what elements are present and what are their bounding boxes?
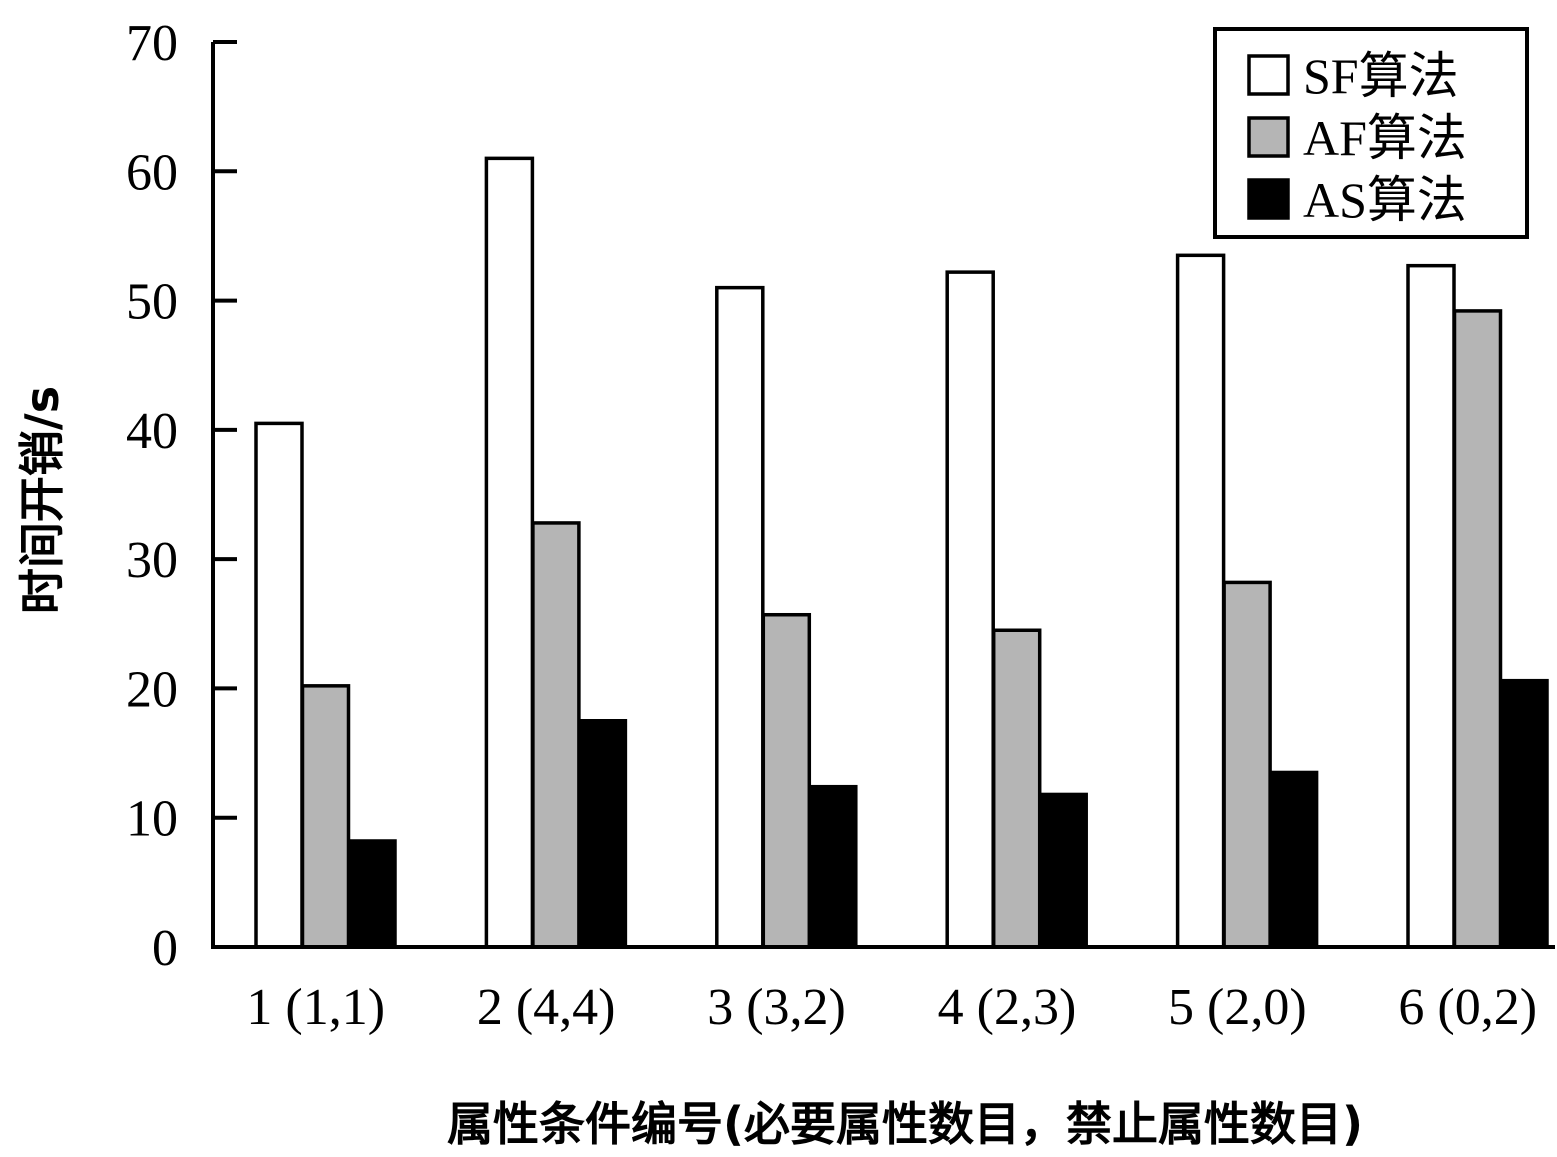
- y-tick-label: 0: [152, 920, 178, 977]
- legend-label-2: AF算法: [1303, 110, 1467, 166]
- bar-series-3-cat-4: [1038, 792, 1088, 949]
- axes-layer: [211, 42, 1555, 949]
- bar-series-3-cat-2: [577, 719, 628, 949]
- bar-series-2-cat-1: [300, 684, 351, 949]
- bar-series-2-cat-5: [1222, 580, 1272, 949]
- bar-series-2-cat-2: [531, 521, 581, 949]
- bar-series-1-cat-6: [1406, 263, 1456, 949]
- y-tick-label: 50: [126, 274, 178, 331]
- legend-label-3: AS算法: [1303, 172, 1467, 228]
- y-tick-label: 20: [126, 661, 178, 718]
- bar-series-1-cat-1: [254, 421, 304, 949]
- bar-series-3-cat-3: [808, 784, 858, 949]
- x-tick-label: 2 (4,4): [477, 979, 616, 1036]
- x-tick-label: 5 (2,0): [1168, 979, 1307, 1036]
- bar-series-1-cat-5: [1175, 253, 1226, 949]
- legend-swatch-3: [1247, 178, 1290, 220]
- bar-series-2-cat-6: [1452, 309, 1503, 949]
- bar-series-2-cat-3: [761, 612, 812, 949]
- legend-label-1: SF算法: [1303, 48, 1459, 104]
- y-tick-label: 70: [126, 15, 178, 72]
- x-axis-title: 属性条件编号(必要属性数目，禁止属性数目): [447, 1097, 1363, 1151]
- legend: SF算法 AF算法 AS算法: [1213, 27, 1529, 239]
- bar-series-3-cat-6: [1499, 678, 1549, 949]
- y-tick-label: 40: [126, 403, 178, 460]
- bar-series-1-cat-2: [484, 156, 535, 949]
- y-axis-title: 时间开销/s: [15, 386, 69, 614]
- ticks-layer: 0 10 20 30 40 50 60 70 1 (1,1) 2 (4,4) 3 (3,2) 4 (2…: [126, 15, 1537, 1036]
- y-tick-label: 60: [126, 144, 178, 201]
- y-tick-label: 30: [126, 532, 178, 589]
- x-tick-label: 3 (3,2): [707, 979, 846, 1036]
- legend-swatch-1: [1247, 54, 1290, 96]
- bars-layer: [254, 156, 1549, 949]
- y-tick-label: 10: [126, 791, 178, 848]
- bar-series-3-cat-5: [1268, 770, 1319, 949]
- legend-swatch-2: [1247, 116, 1290, 158]
- bar-series-3-cat-1: [347, 839, 397, 949]
- bar-series-2-cat-4: [991, 628, 1042, 949]
- x-tick-label: 4 (2,3): [938, 979, 1077, 1036]
- bar-series-1-cat-4: [945, 270, 995, 949]
- bar-series-1-cat-3: [715, 285, 765, 949]
- x-tick-label: 1 (1,1): [246, 979, 385, 1036]
- x-tick-label: 6 (0,2): [1398, 979, 1537, 1036]
